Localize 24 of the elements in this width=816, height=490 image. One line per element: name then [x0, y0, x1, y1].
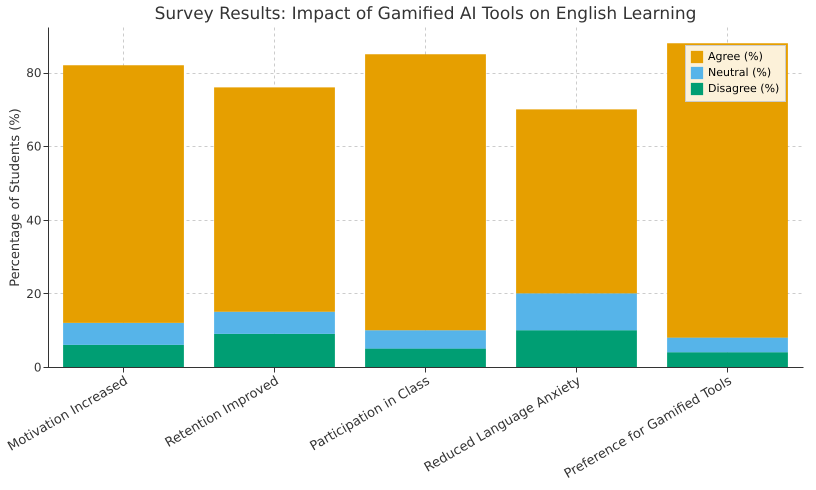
legend-label: Agree (%)	[708, 50, 763, 63]
bar	[667, 352, 788, 367]
bar	[365, 348, 486, 367]
bar	[365, 330, 486, 349]
bar	[63, 344, 184, 367]
bar	[214, 312, 335, 334]
bar	[365, 54, 486, 330]
y-tick-label: 0	[34, 360, 42, 374]
y-tick-label: 40	[26, 213, 42, 228]
bar	[516, 293, 637, 330]
bar	[516, 330, 637, 367]
bar	[516, 109, 637, 294]
bar	[63, 65, 184, 323]
y-tick-label: 20	[26, 286, 42, 301]
legend-label: Disagree (%)	[708, 82, 780, 95]
legend-label: Neutral (%)	[708, 66, 772, 79]
bar	[63, 322, 184, 345]
y-tick-label: 60	[26, 140, 42, 154]
bar	[214, 87, 335, 312]
chart-title: Survey Results: Impact of Gamified AI Tools on English Learning	[154, 4, 696, 24]
y-axis-title: Percentage of Students (%)	[8, 108, 24, 287]
y-tick-label: 80	[26, 66, 42, 80]
bar	[214, 334, 335, 367]
bar	[667, 338, 788, 352]
